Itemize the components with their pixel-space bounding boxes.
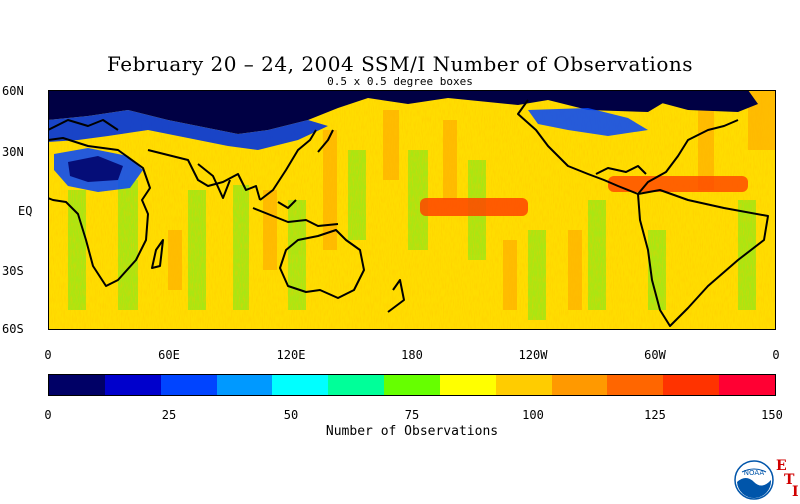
noaa-logo-text: NOAA — [744, 469, 765, 477]
lon-label-120w: 120W — [518, 348, 548, 362]
eti-letter-e: E — [776, 458, 787, 474]
colorbar-swatch-0 — [49, 375, 105, 395]
canada-blue-region — [528, 108, 648, 136]
northern-dark-region — [48, 90, 668, 134]
page-title: February 20 – 24, 2004 SSM/I Number of O… — [106, 52, 694, 76]
observation-map — [48, 90, 776, 330]
northern-blue-fringe — [48, 110, 328, 150]
colorbar-tick: 0 — [44, 408, 52, 422]
coastlines — [48, 99, 769, 327]
colorbar — [48, 374, 776, 396]
lon-label-0: 0 — [44, 348, 52, 362]
lon-label-180: 180 — [401, 348, 423, 362]
lon-label-0-end: 0 — [772, 348, 780, 362]
greenland-dark — [648, 90, 758, 112]
equatorial-high-band — [420, 198, 528, 216]
colorbar-swatch-3 — [216, 375, 273, 395]
colorbar-swatch-7 — [439, 375, 496, 395]
colorbar-swatch-4 — [272, 375, 329, 395]
colorbar-swatch-5 — [328, 375, 385, 395]
colorbar-tick: 50 — [283, 408, 299, 422]
lat-label-30s: 30S — [2, 264, 24, 278]
colorbar-tick: 25 — [161, 408, 177, 422]
colorbar-label: Number of Observations — [325, 424, 499, 439]
colorbar-swatch-6 — [384, 375, 440, 395]
lat-label-60n: 60N — [2, 84, 24, 98]
lat-label-30n: 30N — [2, 145, 24, 159]
colorbar-swatch-2 — [160, 375, 217, 395]
colorbar-tick: 75 — [404, 408, 420, 422]
eti-letter-t: T — [784, 472, 795, 488]
colorbar-swatch-8 — [495, 375, 552, 395]
lat-label-60s: 60S — [2, 322, 24, 336]
eti-letter-i: I — [792, 484, 799, 500]
colorbar-tick: 100 — [522, 408, 544, 422]
colorbar-tick: 150 — [761, 408, 783, 422]
noaa-logo-icon: NOAA — [734, 460, 774, 500]
lon-label-120e: 120E — [276, 348, 306, 362]
colorbar-swatch-10 — [607, 375, 664, 395]
lon-label-60w: 60W — [644, 348, 666, 362]
colorbar-swatch-1 — [104, 375, 161, 395]
lon-label-60e: 60E — [158, 348, 180, 362]
lat-label-eq: EQ — [18, 204, 33, 218]
page-subtitle: 0.5 x 0.5 degree boxes — [327, 75, 473, 88]
colorbar-swatch-11 — [663, 375, 720, 395]
colorbar-swatch-12 — [719, 375, 775, 395]
colorbar-tick: 125 — [644, 408, 666, 422]
colorbar-swatch-9 — [551, 375, 608, 395]
sahara-dark-core — [68, 156, 123, 182]
